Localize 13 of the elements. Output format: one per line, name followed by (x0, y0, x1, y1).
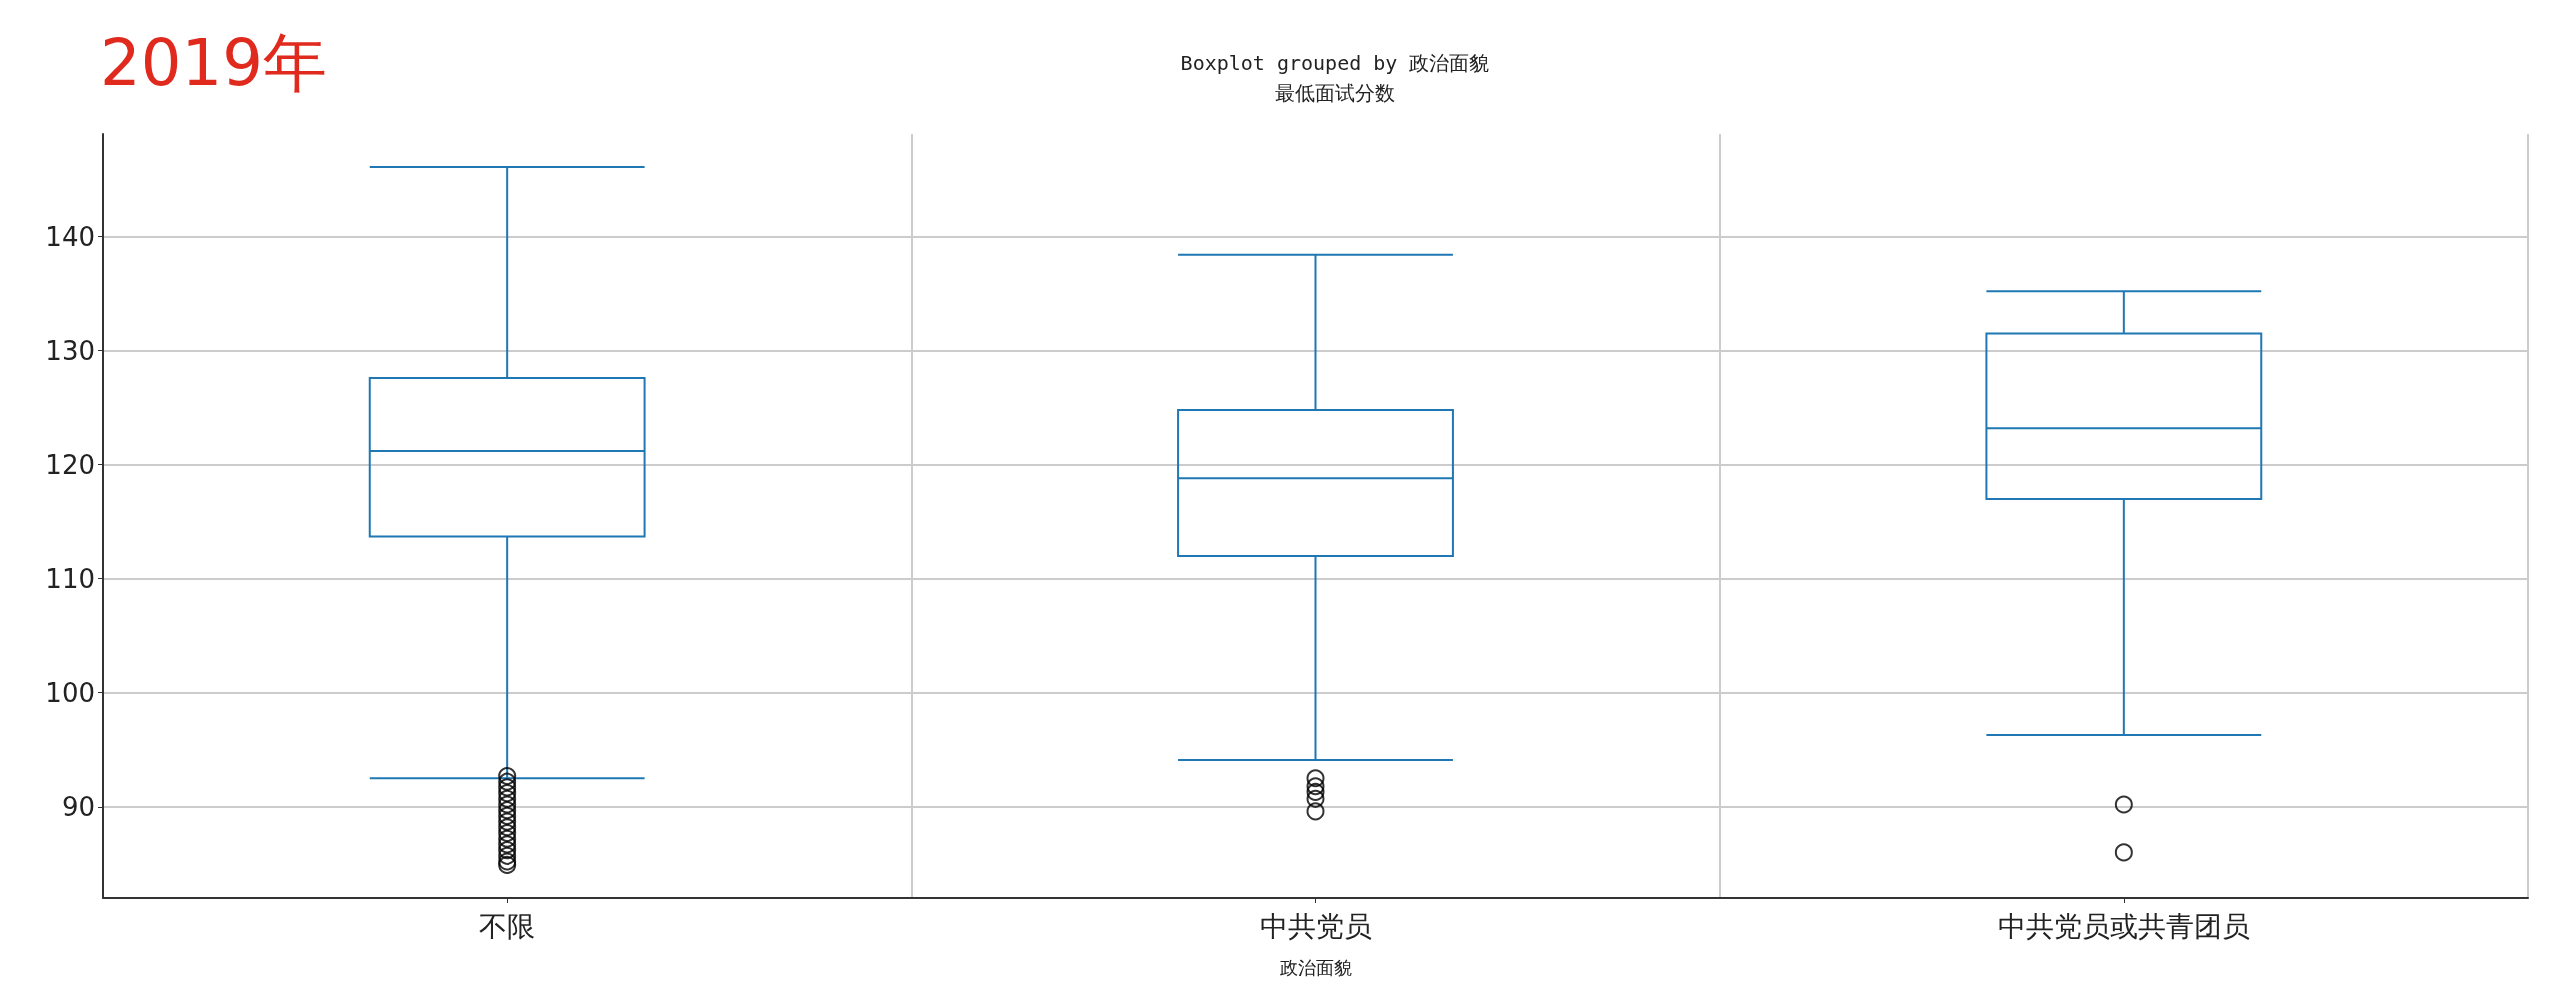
x-axis-title: 政治面貌 (1279, 956, 1352, 978)
x-tick-label: 不限 (479, 909, 536, 943)
y-tick-label: 140 (45, 221, 95, 252)
x-tick-label: 中共党员 (1259, 909, 1372, 943)
text: 2019年 (100, 25, 327, 102)
chart-title: Boxplot grouped by 政治面貌 (1180, 51, 1490, 75)
y-tick-label: 100 (45, 677, 95, 708)
y-tick-label: 120 (45, 449, 95, 480)
chart-subtitle: 最低面试分数 (1275, 81, 1395, 105)
y-tick-label: 90 (61, 791, 95, 822)
y-tick-label: 130 (45, 335, 95, 366)
y-tick-label: 110 (45, 563, 95, 594)
x-tick-label: 中共党员或共青团员 (1997, 909, 2250, 943)
